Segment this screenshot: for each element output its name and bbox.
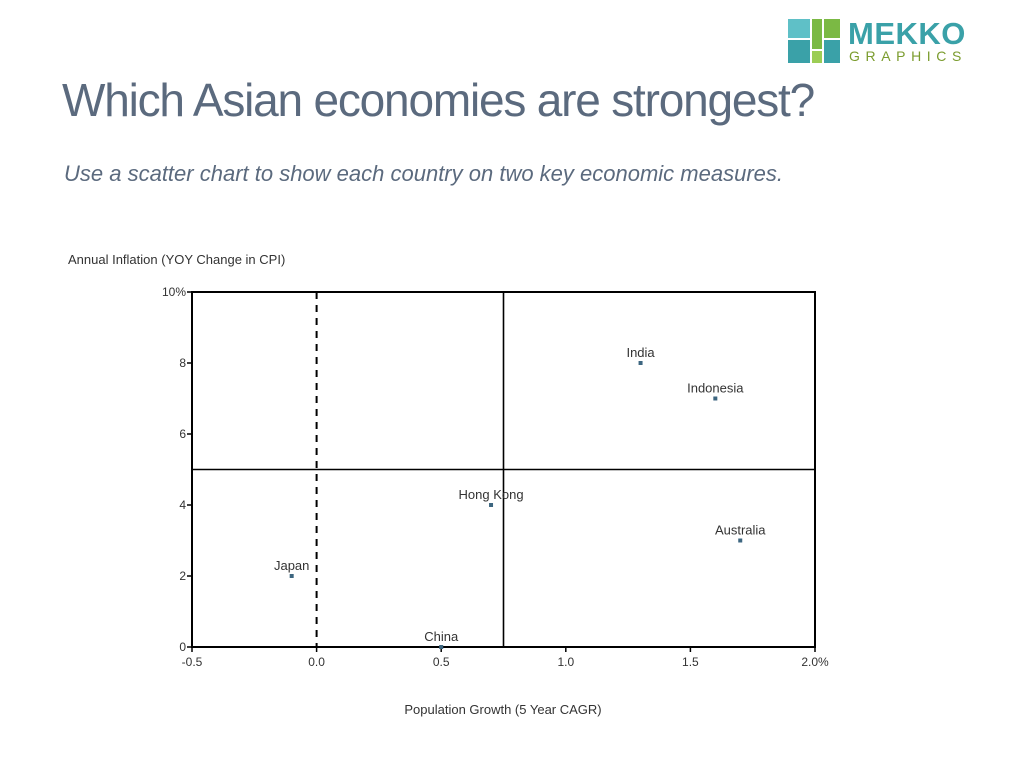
y-tick-label: 2 [179,569,186,583]
x-tick-label: 0.5 [433,655,450,669]
data-point [738,538,743,543]
data-point-label: India [626,345,655,360]
y-tick-label: 10% [162,285,186,299]
data-point-label: Indonesia [687,381,744,396]
x-tick-label: 2.0% [801,655,829,669]
data-point-label: Japan [274,558,309,573]
y-axis-title: Annual Inflation (YOY Change in CPI) [68,252,285,267]
data-point [439,645,444,649]
y-tick-label: 8 [179,356,186,370]
data-point-label: Australia [715,523,766,538]
data-point [638,361,643,365]
page-title: Which Asian economies are strongest? [62,74,815,126]
x-axis-title: Population Growth (5 Year CAGR) [404,702,601,717]
x-tick-label: 1.5 [682,655,699,669]
plot-area: -0.5 0.0 0.5 1.0 1.5 2.0% 0 2 4 6 8 10% India Indones… [162,285,829,669]
y-tick-label: 4 [179,498,186,512]
x-tick-label: 0.0 [308,655,325,669]
x-tick-label: 1.0 [557,655,574,669]
mekko-graphics-logo: MEKKO GRAPHICS [788,16,1000,65]
data-point [489,503,494,507]
logo-wordmark: MEKKO [848,16,966,51]
y-tick-label: 0 [179,640,186,654]
data-point [713,396,718,401]
y-tick-label: 6 [179,427,186,441]
page-subtitle: Use a scatter chart to show each country… [64,161,783,186]
logo-subtext: GRAPHICS [849,48,967,64]
data-point-label: China [424,629,459,644]
data-point-label: Hong Kong [459,487,524,502]
logo-mark-icon [788,19,840,63]
x-tick-label: -0.5 [182,655,203,669]
data-point [289,574,294,578]
